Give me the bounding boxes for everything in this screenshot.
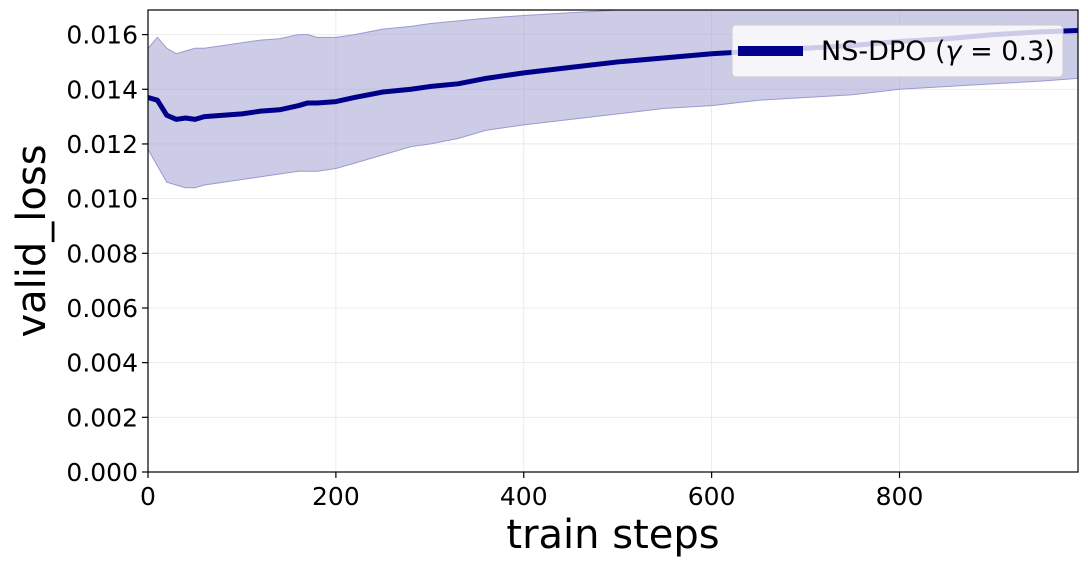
y-tick-label: 0.012 <box>66 130 138 159</box>
legend-box <box>731 24 1064 78</box>
y-tick-label: 0.004 <box>66 349 138 378</box>
y-axis-ticks: 0.000 0.002 0.004 0.006 0.008 0.010 0.012 0.014… <box>66 21 148 487</box>
plot-frame <box>147 9 1079 473</box>
y-tick-label: 0.010 <box>66 185 138 214</box>
x-tick-label: 0 <box>140 482 156 511</box>
x-axis-title: train steps <box>506 512 719 558</box>
y-tick-label: 0.002 <box>66 403 138 432</box>
y-tick-label: 0.014 <box>66 75 138 104</box>
x-tick-label: 200 <box>312 482 360 511</box>
legend: NS-DPO (γ = 0.3) <box>731 24 1064 78</box>
x-tick-label: 400 <box>500 482 548 511</box>
y-axis-title: valid_loss <box>9 144 55 337</box>
y-tick-label: 0.006 <box>66 294 138 323</box>
y-tick-label: 0.008 <box>66 239 138 268</box>
legend-label: NS-DPO (γ = 0.3) <box>821 36 1055 67</box>
y-tick-label: 0.016 <box>66 21 138 50</box>
x-axis-ticks: 0 200 400 600 800 <box>140 472 923 511</box>
x-tick-label: 800 <box>876 482 924 511</box>
x-tick-label: 600 <box>688 482 736 511</box>
y-tick-label: 0.000 <box>66 458 138 487</box>
